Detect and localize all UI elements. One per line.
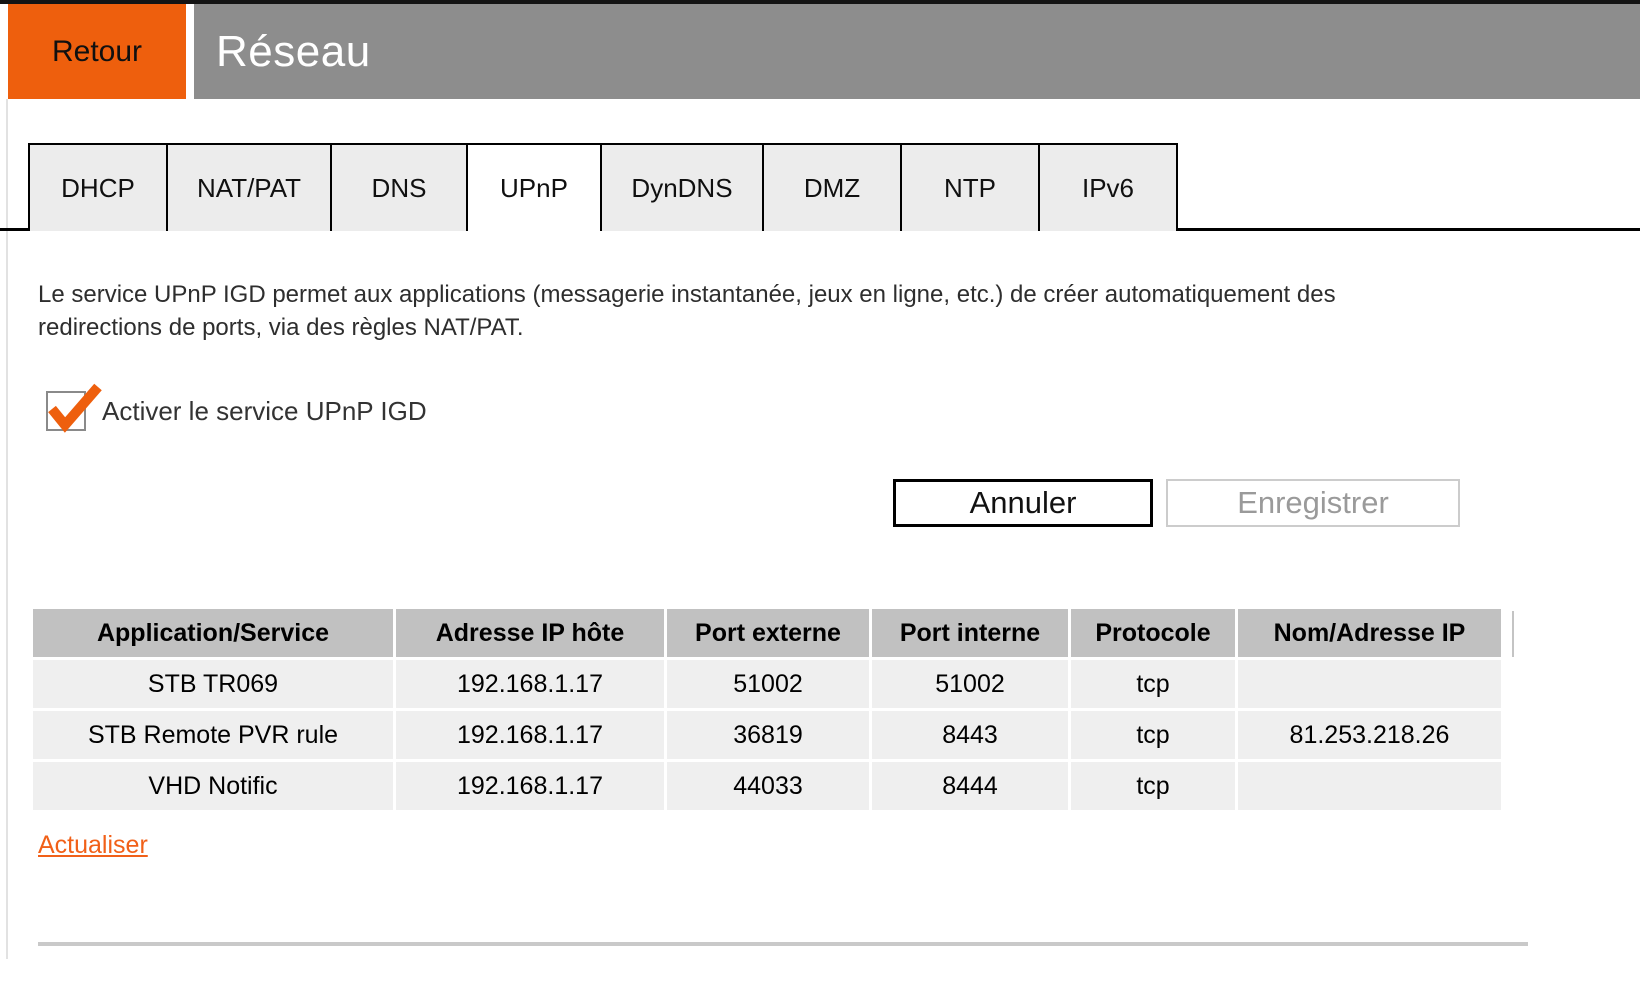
cell-protocole: tcp [1071,762,1235,810]
cell-nom-ip [1238,762,1501,810]
cell-protocole: tcp [1071,660,1235,708]
refresh-link[interactable]: Actualiser [38,831,148,859]
upnp-enable-checkbox[interactable] [46,383,102,433]
cell-port-ext: 44033 [667,762,869,810]
tab-dmz[interactable]: DMZ [762,143,900,231]
tab-ipv6[interactable]: IPv6 [1038,143,1178,231]
cell-nom-ip: 81.253.218.26 [1238,711,1501,759]
cell-port-int: 8443 [872,711,1068,759]
page-left-rule [6,99,8,959]
tab-dhcp[interactable]: DHCP [28,143,166,231]
header-bar: Réseau [194,4,1640,99]
upnp-checkbox-row: Activer le service UPnP IGD [46,383,427,433]
upnp-description: Le service UPnP IGD permet aux applicati… [38,281,1336,341]
table-row: STB Remote PVR rule 192.168.1.17 36819 8… [33,711,1501,759]
table-row: VHD Notific 192.168.1.17 44033 8444 tcp [33,762,1501,810]
table-scrollbar-sliver [1512,611,1514,657]
table-header-row: Application/Service Adresse IP hôte Port… [33,609,1501,657]
cell-application: VHD Notific [33,762,393,810]
cell-port-ext: 51002 [667,660,869,708]
col-port-interne: Port interne [872,609,1068,657]
retour-button[interactable]: Retour [8,4,186,99]
table-row: STB TR069 192.168.1.17 51002 51002 tcp [33,660,1501,708]
col-port-externe: Port externe [667,609,869,657]
col-adresse-ip-hote: Adresse IP hôte [396,609,664,657]
upnp-rules-table: Application/Service Adresse IP hôte Port… [30,606,1504,813]
cell-ip-hote: 192.168.1.17 [396,762,664,810]
tab-natpat[interactable]: NAT/PAT [166,143,330,231]
top-border [0,0,1640,4]
cell-nom-ip [1238,660,1501,708]
cell-port-int: 51002 [872,660,1068,708]
cell-application: STB Remote PVR rule [33,711,393,759]
page-title: Réseau [216,26,371,76]
tab-upnp[interactable]: UPnP [466,143,600,231]
col-nom-adresse-ip: Nom/Adresse IP [1238,609,1501,657]
tab-dns[interactable]: DNS [330,143,466,231]
tab-dyndns[interactable]: DynDNS [600,143,762,231]
cancel-button[interactable]: Annuler [893,479,1153,527]
cell-protocole: tcp [1071,711,1235,759]
cell-port-ext: 36819 [667,711,869,759]
save-button[interactable]: Enregistrer [1166,479,1460,527]
tab-ntp[interactable]: NTP [900,143,1038,231]
col-protocole: Protocole [1071,609,1235,657]
upnp-checkbox-label: Activer le service UPnP IGD [102,395,427,426]
cell-protocole: 8444 [872,762,1068,810]
tabbar: DHCP NAT/PAT DNS UPnP DynDNS DMZ NTP IPv… [28,143,1178,231]
cell-ip-hote: 192.168.1.17 [396,660,664,708]
col-application-service: Application/Service [33,609,393,657]
cell-application: STB TR069 [33,660,393,708]
cell-ip-hote: 192.168.1.17 [396,711,664,759]
bottom-divider [38,942,1528,946]
